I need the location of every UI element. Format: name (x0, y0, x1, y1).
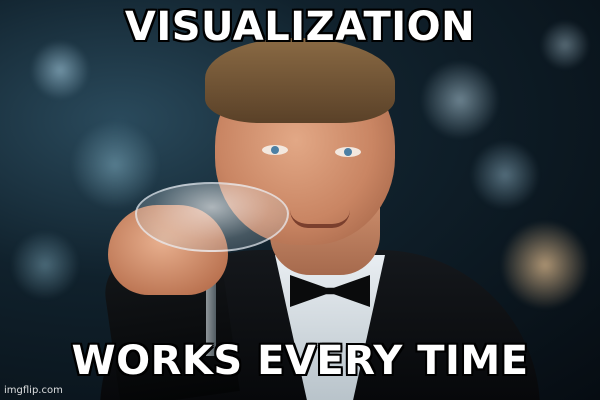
bokeh-light (470, 140, 540, 210)
right-eye (335, 147, 361, 157)
hair (205, 38, 395, 123)
glass-stem (206, 246, 216, 356)
top-caption: VISUALIZATION (124, 4, 476, 50)
bokeh-light (420, 60, 500, 140)
watermark: imgflip.com (4, 385, 63, 396)
champagne-glass (135, 182, 289, 252)
bokeh-light (70, 120, 160, 210)
bokeh-light (540, 20, 590, 70)
bottom-caption: WORKS EVERY TIME (71, 338, 529, 384)
smile (290, 210, 350, 228)
bokeh-light (30, 40, 90, 100)
bokeh-light (500, 220, 590, 310)
bokeh-light (10, 230, 80, 300)
left-eye (262, 145, 288, 155)
